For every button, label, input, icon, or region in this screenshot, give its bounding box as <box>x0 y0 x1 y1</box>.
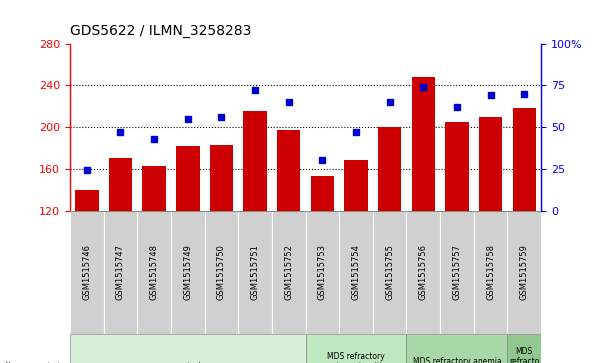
Bar <box>75 189 98 211</box>
Bar <box>474 211 508 334</box>
Bar <box>277 130 300 211</box>
Bar <box>305 211 339 334</box>
Text: GSM1515747: GSM1515747 <box>116 244 125 300</box>
Bar <box>103 211 137 334</box>
Bar <box>344 160 368 211</box>
Bar <box>378 127 401 211</box>
Text: GSM1515750: GSM1515750 <box>217 244 226 300</box>
Text: GSM1515746: GSM1515746 <box>82 244 91 300</box>
Text: MDS refractory
cytopenia with
multilineage dysplasia: MDS refractory cytopenia with multilinea… <box>313 352 399 363</box>
Text: GSM1515753: GSM1515753 <box>318 244 327 300</box>
Bar <box>272 211 305 334</box>
Text: disease state: disease state <box>2 362 67 363</box>
Bar <box>305 334 407 363</box>
Bar <box>171 211 204 334</box>
Text: GSM1515758: GSM1515758 <box>486 244 495 300</box>
Bar <box>373 211 407 334</box>
Bar <box>243 111 267 211</box>
Bar <box>204 211 238 334</box>
Bar <box>407 211 440 334</box>
Text: control: control <box>174 362 201 363</box>
Text: GSM1515755: GSM1515755 <box>385 244 394 300</box>
Bar <box>407 334 508 363</box>
Text: MDS
refracto
ry ane
mia with: MDS refracto ry ane mia with <box>508 347 541 363</box>
Text: GSM1515749: GSM1515749 <box>183 244 192 300</box>
Text: GSM1515752: GSM1515752 <box>284 244 293 300</box>
Text: GSM1515757: GSM1515757 <box>452 244 461 300</box>
Bar <box>479 117 502 211</box>
Bar <box>412 77 435 211</box>
Text: GSM1515748: GSM1515748 <box>150 244 159 300</box>
Bar <box>508 211 541 334</box>
Bar <box>137 211 171 334</box>
Text: GSM1515751: GSM1515751 <box>250 244 260 300</box>
Bar <box>445 122 469 211</box>
Bar <box>513 108 536 211</box>
Bar <box>238 211 272 334</box>
Bar <box>142 166 166 211</box>
Text: MDS refractory anemia
with excess blasts-1: MDS refractory anemia with excess blasts… <box>413 357 502 363</box>
Bar <box>508 334 541 363</box>
Text: GSM1515759: GSM1515759 <box>520 244 529 300</box>
Bar <box>440 211 474 334</box>
Bar <box>109 158 132 211</box>
Bar <box>70 211 103 334</box>
Text: GDS5622 / ILMN_3258283: GDS5622 / ILMN_3258283 <box>70 24 251 38</box>
Bar <box>70 334 305 363</box>
Bar <box>176 146 199 211</box>
Bar <box>210 145 233 211</box>
Bar <box>311 176 334 211</box>
Bar <box>339 211 373 334</box>
Text: GSM1515756: GSM1515756 <box>419 244 428 300</box>
Text: GSM1515754: GSM1515754 <box>351 244 361 300</box>
